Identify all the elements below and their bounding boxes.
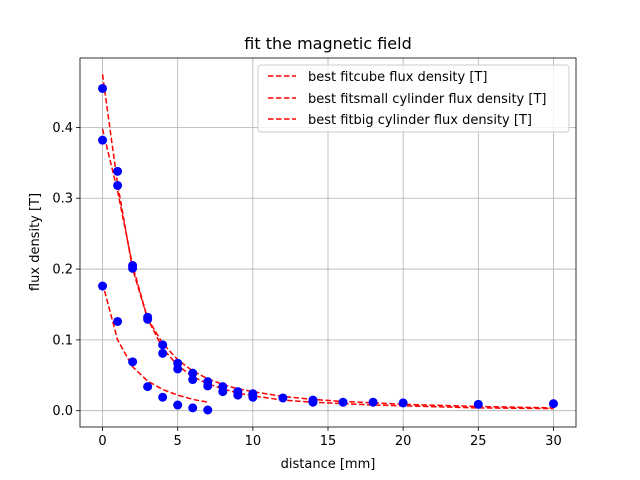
data-point <box>218 387 228 397</box>
fit-line-small-cylinder <box>101 128 554 410</box>
data-point <box>98 281 108 291</box>
data-point <box>203 405 213 415</box>
legend-label-small-cylinder: best fitsmall cylinder flux density [T] <box>308 92 546 107</box>
data-point <box>98 135 108 145</box>
data-point <box>203 381 213 391</box>
legend-label-big-cylinder: best fitbig cylinder flux density [T] <box>308 113 532 128</box>
data-point <box>128 357 138 367</box>
x-axis-ticks: 0 5 10 15 20 25 30 <box>98 427 562 449</box>
legend: best fitcube flux density [T] best fitsm… <box>257 64 570 133</box>
data-point <box>233 390 243 400</box>
data-point <box>188 368 198 378</box>
x-tick-label: 5 <box>174 434 182 449</box>
x-tick-label: 10 <box>245 434 262 449</box>
data-point <box>308 397 318 407</box>
data-point <box>473 399 483 409</box>
data-point <box>158 340 168 350</box>
y-axis-ticks: 0.0 0.1 0.2 0.3 0.4 <box>52 121 80 419</box>
data-point <box>98 83 108 93</box>
data-point <box>173 364 183 374</box>
x-axis-label: distance [mm] <box>281 457 376 472</box>
data-point <box>158 392 168 402</box>
y-tick-label: 0.3 <box>52 192 73 207</box>
data-point <box>368 397 378 407</box>
data-point <box>188 403 198 413</box>
data-point <box>188 375 198 385</box>
data-point <box>278 393 288 403</box>
fit-lines <box>101 74 554 410</box>
fit-line-big-cylinder <box>101 283 208 403</box>
x-tick-label: 15 <box>320 434 337 449</box>
data-point <box>158 348 168 358</box>
y-axis-label: flux density [T] <box>28 193 43 291</box>
grid <box>80 58 576 427</box>
y-tick-label: 0.1 <box>52 333 73 348</box>
data-point <box>548 399 558 409</box>
chart-title: fit the magnetic field <box>244 34 411 53</box>
data-point <box>398 398 408 408</box>
data-point <box>248 392 258 402</box>
legend-label-cube: best fitcube flux density [T] <box>308 70 487 85</box>
data-point <box>338 397 348 407</box>
data-point <box>113 180 123 190</box>
x-tick-label: 0 <box>98 434 106 449</box>
data-point <box>128 263 138 273</box>
x-tick-label: 30 <box>545 434 562 449</box>
legend-box <box>257 64 570 133</box>
y-tick-label: 0.2 <box>52 263 73 278</box>
data-points <box>98 83 558 415</box>
y-tick-label: 0.4 <box>52 121 73 136</box>
x-tick-label: 20 <box>395 434 412 449</box>
x-tick-label: 25 <box>470 434 487 449</box>
data-point <box>113 166 123 176</box>
data-point <box>173 400 183 410</box>
data-point <box>113 316 123 326</box>
data-point <box>143 382 153 392</box>
data-point <box>143 314 153 324</box>
y-tick-label: 0.0 <box>52 404 73 419</box>
